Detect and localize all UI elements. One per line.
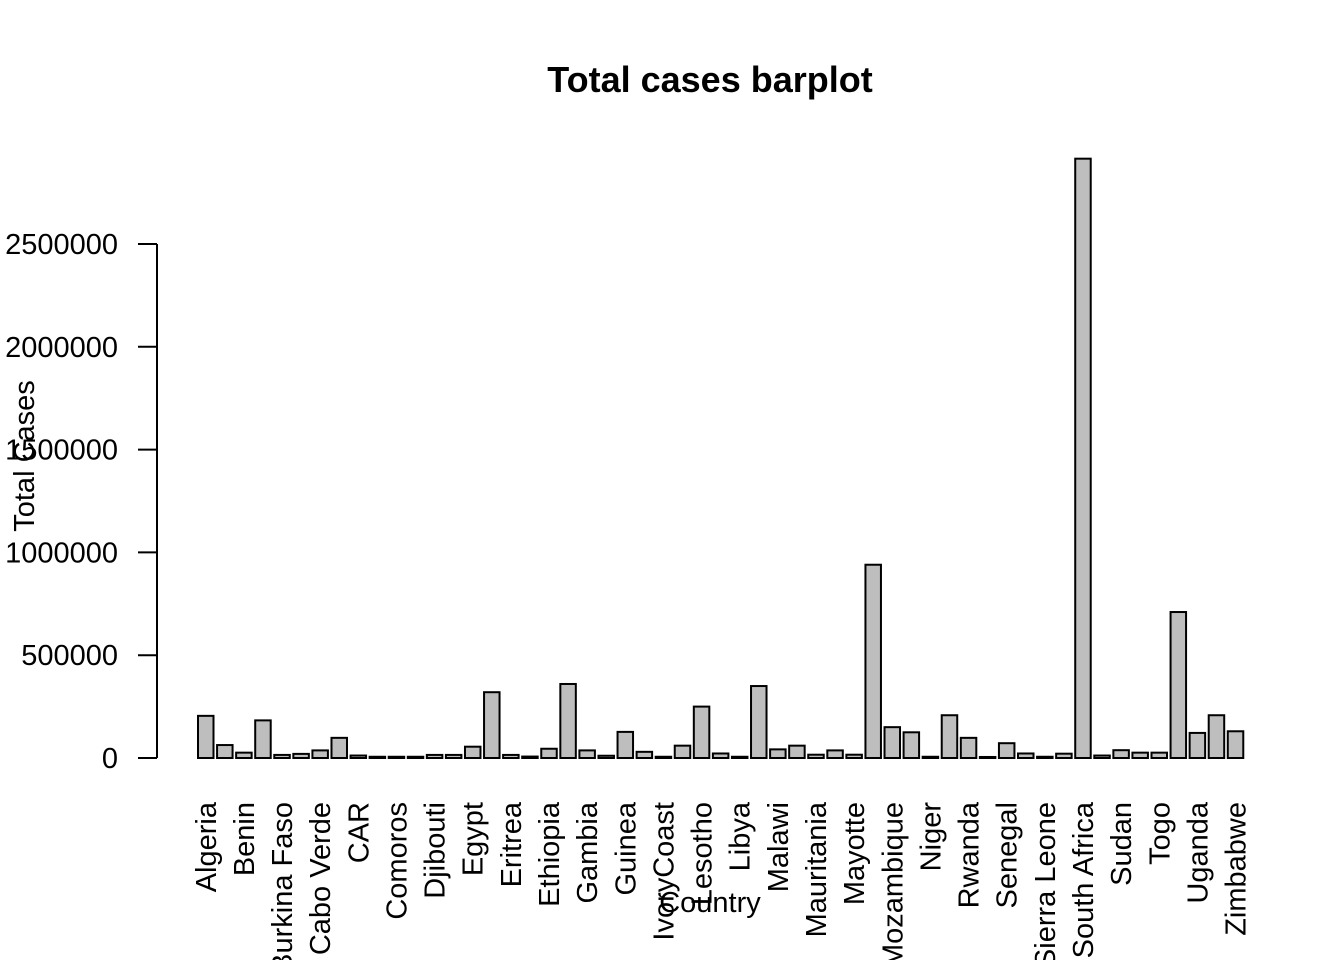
x-tick-label: Djibouti [420, 802, 452, 899]
bar-somalia [1055, 752, 1073, 759]
x-tick-label: Zimbabwe [1221, 802, 1253, 936]
bar-south-africa [1074, 157, 1092, 759]
y-tick-label: 500000 [21, 640, 118, 672]
x-tick-label: Guinea [610, 801, 642, 895]
x-tick-label: Lesotho [687, 802, 719, 905]
x-tick-label: Egypt [458, 802, 490, 876]
bar-madagascar [750, 685, 768, 759]
x-tick-label: Rwanda [954, 801, 986, 908]
y-tick-label: 1000000 [5, 537, 118, 569]
bar-rwanda [959, 736, 978, 759]
bar-gabon [559, 682, 577, 760]
bar-eritrea [502, 753, 520, 760]
bar-eswatini [521, 755, 539, 759]
x-tick-label: Mayotte [839, 802, 871, 905]
x-tick-label: Sierra Leone [1030, 802, 1062, 960]
bar-egypt [463, 745, 482, 760]
bar-namibia [902, 731, 921, 759]
bar-uganda [1188, 731, 1207, 760]
bar-mali [788, 744, 806, 760]
bar-mozambique [883, 726, 902, 759]
x-tick-label: Comoros [381, 802, 413, 920]
bar-benin [235, 751, 253, 760]
x-tick-label: Mozambique [877, 802, 909, 960]
bar-car [349, 754, 368, 759]
bar-drc [444, 753, 463, 760]
x-tick-label: Uganda [1182, 801, 1214, 903]
bar-mayotte [845, 753, 863, 759]
bar-morocco [864, 563, 882, 760]
bar-equatorial-guinea [483, 691, 501, 760]
bar-burundi [292, 752, 310, 760]
bars [197, 157, 1245, 760]
bar-togo [1150, 751, 1168, 760]
bar-senegal [997, 742, 1016, 759]
bar-sierra-leone [1036, 755, 1054, 760]
x-tick-label: Senegal [992, 802, 1024, 908]
x-tick-label: Gambia [572, 801, 604, 903]
y-tick-label: 1500000 [5, 435, 118, 467]
x-tick-label: Togo [1144, 802, 1176, 865]
bar-guinea [616, 730, 635, 759]
bar-zambia [1207, 714, 1226, 760]
x-tick-label: Malawi [763, 802, 795, 892]
bar-zimbabwe [1226, 730, 1245, 759]
bar-nigeria [940, 714, 959, 760]
bar-seychelles [1017, 752, 1035, 760]
bar-ivorycoast [654, 755, 673, 760]
bar-kenya [673, 744, 692, 760]
bar-tunisia [1169, 611, 1188, 759]
x-tick-label: Eritrea [496, 801, 528, 887]
x-tick-label: Cabo Verde [305, 802, 337, 955]
bar-djibouti [425, 753, 444, 760]
bar-sao-tome-and-principe [978, 755, 997, 759]
bar-congo [406, 755, 425, 760]
x-tick-label: Niger [915, 802, 947, 872]
bar-malawi [769, 748, 787, 760]
bar-burkina-faso [273, 753, 291, 760]
bar-lesotho [692, 705, 711, 759]
y-tick-label: 2500000 [5, 229, 118, 261]
x-tick-label: CAR [343, 802, 375, 863]
x-tick-label: Sudan [1106, 802, 1138, 886]
bar-tanzania [1131, 751, 1149, 760]
x-axis-labels: Algeria Benin Burkina Faso Cabo Verde CAR Com… [191, 801, 1253, 960]
x-tick-label: South Africa [1068, 801, 1100, 958]
bar-ethiopia [540, 747, 558, 759]
bar-sudan [1112, 749, 1130, 759]
chart-title: Total cases barplot [547, 59, 872, 100]
y-axis: 0 500000 1000000 1500000 2000000 2500000 [5, 229, 158, 775]
bar-cameroon [330, 736, 348, 759]
bar-chad [368, 755, 387, 760]
bar-algeria [197, 714, 215, 759]
x-tick-label: Mauritania [801, 801, 833, 937]
bar-libya [730, 755, 749, 760]
y-axis-title: Total Cases [9, 380, 41, 532]
x-tick-label: Algeria [191, 801, 223, 892]
bar-mauritius [826, 749, 844, 760]
x-tick-label: IvoryCoast [648, 802, 680, 941]
bar-guinea-bissau [635, 750, 654, 759]
x-tick-label: Benin [229, 802, 261, 876]
y-tick-label: 2000000 [5, 332, 118, 364]
bar-niger [921, 755, 940, 760]
bar-south-sudan [1093, 754, 1111, 759]
bar-gambia [578, 749, 596, 760]
bar-ghana [597, 754, 615, 760]
bar-botswana [254, 719, 272, 759]
x-tick-label: Ethiopia [534, 801, 566, 907]
bar-mauritania [807, 753, 825, 759]
x-axis-title: Country [659, 887, 761, 919]
bar-angola [216, 744, 234, 759]
x-tick-label: Burkina Faso [267, 802, 299, 960]
bar-liberia [711, 752, 730, 760]
bar-comoros [387, 755, 406, 760]
y-tick-label: 0 [102, 743, 118, 775]
bar-cabo-verde [311, 749, 329, 760]
x-tick-label: Libya [725, 801, 757, 871]
